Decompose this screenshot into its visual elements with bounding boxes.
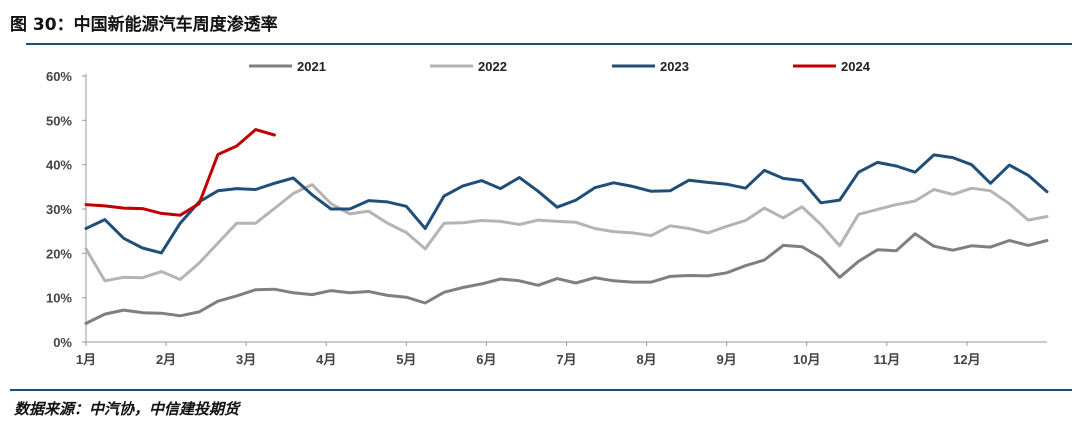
x-tick-label: 1月: [76, 352, 96, 367]
x-tick-label: 4月: [316, 352, 336, 367]
source-note: 数据来源：中汽协，中信建投期货: [14, 400, 240, 418]
x-tick-label: 8月: [636, 352, 656, 367]
x-tick-label: 3月: [236, 352, 256, 367]
x-tick-label: 5月: [396, 352, 416, 367]
x-tick-label: 12月: [953, 352, 980, 367]
x-tick-label: 2月: [156, 352, 176, 367]
title-rule: [26, 43, 1072, 45]
legend-label-2022: 2022: [478, 59, 507, 74]
x-tick-label: 10月: [793, 352, 820, 367]
series-line-2022: [84, 183, 1049, 283]
x-tick-label: 7月: [556, 352, 576, 367]
series-line-2024: [84, 128, 276, 217]
series-line-2021: [84, 232, 1049, 325]
line-chart: 0% 10% 20% 30% 40% 50% 60% 1月 2月 3月 4月 5月 6月 7月 8月 9月 10…: [46, 59, 1049, 367]
legend-label-2024: 2024: [841, 59, 871, 74]
legend-label-2023: 2023: [660, 59, 689, 74]
x-tick-label: 11月: [873, 352, 900, 367]
y-tick-label: 20%: [46, 246, 72, 261]
y-tick-label: 10%: [46, 291, 72, 306]
x-tick-label: 6月: [476, 352, 496, 367]
figure-title: 图 30：中国新能源汽车周度渗透率: [10, 15, 278, 35]
series-line-2023: [84, 153, 1049, 255]
source-rule: [10, 389, 1072, 391]
y-tick-label: 30%: [46, 202, 72, 217]
legend-label-2021: 2021: [297, 59, 326, 74]
x-tick-label: 9月: [717, 352, 737, 367]
chart-axes: 0% 10% 20% 30% 40% 50% 60% 1月 2月 3月 4月 5月 6月 7月 8月 9月 10…: [46, 69, 1047, 367]
chart-legend: 2021 2022 2023 2024: [249, 59, 871, 74]
y-tick-label: 60%: [46, 69, 72, 84]
y-tick-label: 40%: [46, 158, 72, 173]
y-tick-label: 50%: [46, 113, 72, 128]
y-tick-label: 0%: [53, 335, 72, 350]
chart-series: [84, 128, 1049, 325]
